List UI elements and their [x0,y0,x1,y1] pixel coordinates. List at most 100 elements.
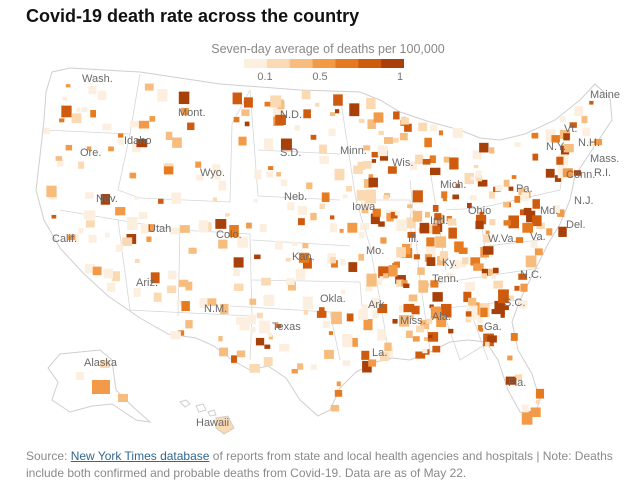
county-cell [146,224,155,233]
county-cell [231,355,237,363]
county-cell [272,107,281,117]
county-cell [466,305,478,320]
county-cell [365,284,373,292]
county-cell [554,175,562,182]
legend-swatch [358,59,382,68]
county-cell [392,318,398,324]
county-cell [488,191,495,199]
county-cell [342,360,351,366]
county-cell [377,303,388,314]
county-cell [563,133,570,141]
county-cell [342,334,353,348]
county-cell [419,319,430,329]
county-cell [422,349,428,354]
county-cell [347,222,358,233]
state-label: Nev. [96,193,118,205]
county-cell [199,298,208,309]
county-cell [297,218,305,226]
county-cell [439,251,448,261]
county-cell [76,107,81,113]
county-cell [372,309,379,318]
state-label: Tenn. [432,273,459,285]
state-label: La. [372,347,387,359]
county-cell [399,132,408,141]
county-cell [560,116,566,123]
county-cell [333,94,343,106]
legend-title: Seven-day average of deaths per 100,000 [211,42,445,56]
county-cell [473,165,479,169]
source-rest: of reports from state and local health a… [26,449,613,480]
county-cell [178,279,189,287]
county-cell [196,174,204,181]
county-cell [360,201,372,210]
county-cell [334,389,343,397]
county-cell [464,282,475,291]
county-cell [418,280,429,293]
county-cell [494,335,500,340]
state-label: Miss. [400,315,426,327]
county-cell [330,404,340,412]
county-cell [518,273,528,280]
county-cell [349,103,360,117]
county-cell [396,279,404,287]
county-cell [256,312,263,319]
county-cell [472,150,482,160]
county-cell [437,255,446,266]
state-label: Kan. [292,251,315,263]
county-cell [409,209,416,214]
county-cell [545,129,556,143]
county-cell [229,225,239,238]
county-cell [234,283,244,291]
county-cell [441,191,448,199]
county-cell [214,174,221,180]
legend-swatch [289,59,314,68]
county-cell [88,234,97,243]
county-cell [287,202,295,211]
state-label: Ore. [80,147,101,159]
county-cell [526,210,536,223]
county-cell [535,388,545,399]
county-cell [475,174,483,182]
county-cell [100,194,111,205]
county-cell [140,223,149,234]
county-cell [432,292,443,302]
county-cell [258,320,270,334]
county-cell [515,237,524,243]
county-cell [291,368,298,374]
county-cell [261,277,271,286]
county-cell [212,197,217,202]
county-cell [587,140,596,147]
county-cell [521,404,529,413]
state-label: Ark. [368,299,388,311]
county-cell [212,164,221,174]
county-cell [531,215,542,227]
county-cell [429,304,434,309]
county-cell [291,241,298,247]
county-cell [394,210,400,216]
county-cell [343,194,348,199]
county-cell [446,272,454,279]
county-cell [97,90,107,100]
nyt-database-link[interactable]: New York Times database [70,449,210,463]
state-label: Mont. [178,107,206,119]
county-cell [168,270,177,280]
county-cell [371,159,377,163]
county-cell [514,195,521,203]
county-cell [358,118,365,123]
state-label: Ala. [432,311,451,323]
county-cell [502,305,509,311]
county-cell [505,376,516,385]
county-cell [422,158,431,165]
county-cell [205,222,212,231]
county-cell [465,317,472,323]
county-cell [150,272,160,284]
county-cell [297,363,304,370]
county-cell [144,83,154,91]
county-cell [366,273,377,287]
county-cell [253,198,258,203]
county-cell [241,109,250,116]
county-cell [295,268,306,280]
page-title: Covid-19 death rate across the country [26,6,360,26]
state-label: Calif. [52,233,77,245]
county-cell [171,192,182,204]
